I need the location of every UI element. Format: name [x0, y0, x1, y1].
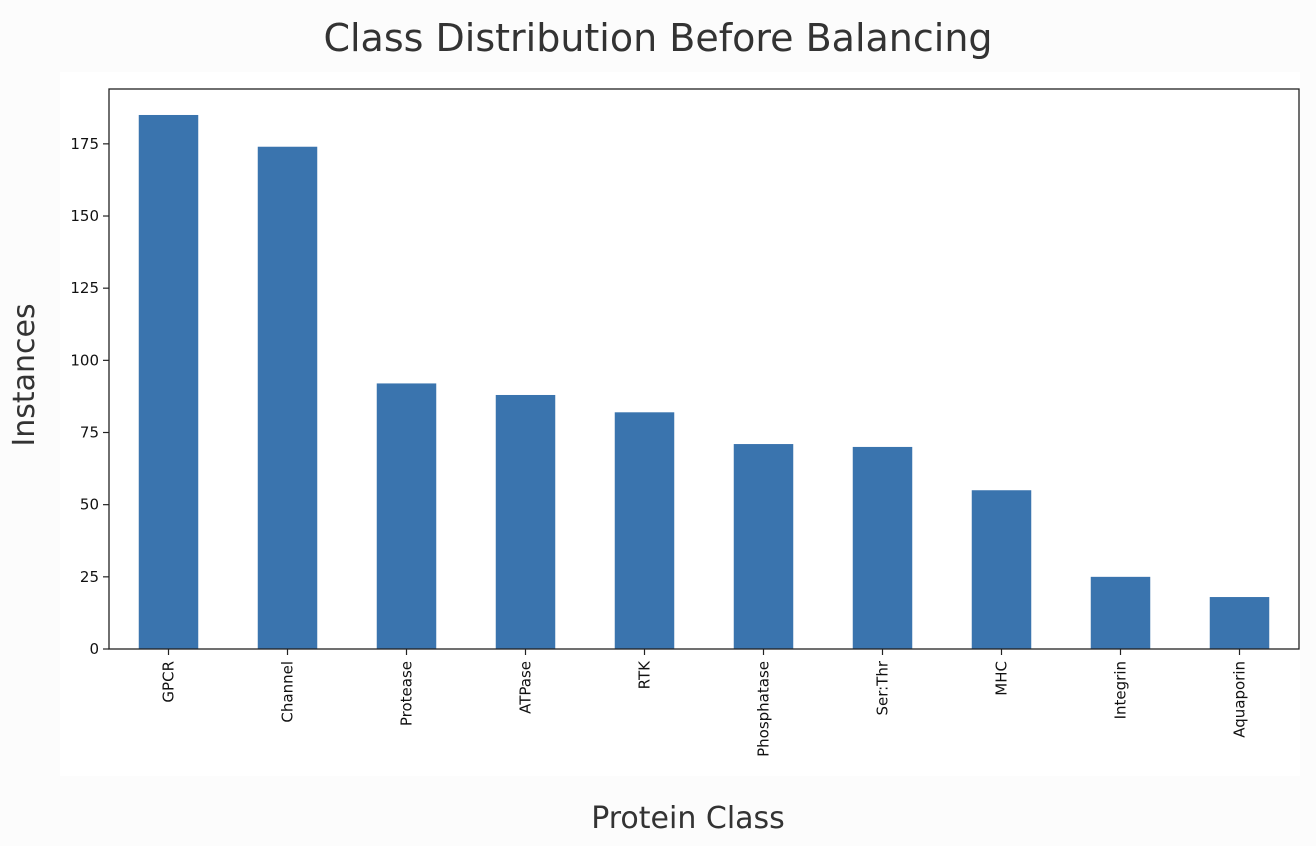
x-tick-label: Channel [279, 661, 297, 723]
y-tick-label: 150 [70, 207, 99, 225]
bar-protease [376, 383, 437, 649]
x-tick-label: Integrin [1112, 661, 1130, 719]
y-axis-label: Instances [7, 303, 42, 446]
y-tick-label: 0 [89, 640, 99, 658]
y-tick-label: 175 [70, 135, 99, 153]
bar-channel [257, 146, 318, 650]
chart-title: Class Distribution Before Balancing [323, 16, 993, 60]
x-axis-label: Protein Class [591, 801, 785, 836]
x-axis-ticks: GPCR Channel Protease ATPase RTK Phosphatase S… [160, 649, 1249, 757]
bar-rtk [614, 412, 675, 649]
y-axis-ticks: 0 25 50 75 100 125 150 175 [70, 135, 109, 658]
y-tick-label: 100 [70, 351, 99, 369]
x-tick-label: GPCR [160, 661, 178, 703]
y-tick-label: 125 [70, 279, 99, 297]
bar-gpcr [138, 114, 199, 650]
x-tick-label: Ser:Thr [874, 660, 892, 715]
bar-mhc [971, 490, 1032, 649]
bar-phosphatase [733, 444, 794, 649]
bar-integrin [1090, 576, 1151, 649]
bar-atpase [495, 394, 556, 649]
plot-frame [108, 88, 1300, 650]
bars-group [138, 114, 1270, 650]
x-tick-label: Protease [398, 661, 416, 726]
x-tick-label: RTK [636, 660, 654, 689]
y-tick-label: 50 [80, 496, 99, 514]
y-tick-label: 25 [80, 568, 99, 586]
bar-aquaporin [1209, 597, 1270, 649]
x-tick-label: Phosphatase [755, 661, 773, 757]
x-tick-label: ATPase [517, 661, 535, 714]
y-tick-label: 75 [80, 424, 99, 442]
x-tick-label: MHC [993, 661, 1011, 696]
x-tick-label: Aquaporin [1231, 661, 1249, 738]
bar-ser-thr [852, 446, 913, 649]
